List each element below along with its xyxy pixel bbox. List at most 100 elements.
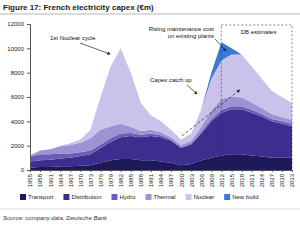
legend-swatch (145, 194, 151, 200)
x-tick: 2000 (179, 170, 185, 187)
legend-label: Thermal (153, 194, 175, 200)
y-tick-label: 0 (21, 167, 25, 173)
x-tick-mark (252, 170, 253, 172)
x-tick-label: 2006 (199, 173, 205, 187)
area-series (30, 42, 292, 155)
x-tick-mark (181, 170, 182, 172)
x-tick: 1958 (37, 170, 43, 187)
x-tick-mark (151, 170, 152, 172)
x-tick: 1994 (158, 170, 164, 187)
x-tick-label: 2033 (289, 173, 295, 187)
x-tick: 1982 (118, 170, 124, 187)
legend: TransportDistributionHydroThermalNuclear… (20, 194, 259, 200)
x-tick-mark (90, 170, 91, 172)
y-tick: 10000 (7, 46, 30, 52)
x-tick: 2009 (209, 170, 215, 187)
y-tick-mark (27, 121, 30, 122)
x-tick-mark (171, 170, 172, 172)
x-tick-label: 1991 (148, 173, 154, 187)
x-tick-label: 2030 (279, 173, 285, 187)
x-tick-label: 1973 (88, 173, 94, 187)
legend-swatch (63, 194, 69, 200)
x-tick: 1961 (48, 170, 54, 187)
x-tick-label: 1958 (37, 173, 43, 187)
x-tick-label: 2021 (249, 173, 255, 187)
x-tick-label: 2027 (269, 173, 275, 187)
x-tick-label: 2012 (219, 173, 225, 187)
legend-swatch (224, 194, 230, 200)
x-tick: 2018 (239, 170, 245, 187)
x-tick: 2021 (249, 170, 255, 187)
legend-swatch (186, 194, 192, 200)
x-tick: 1955 (27, 170, 33, 187)
x-tick: 1970 (78, 170, 84, 187)
x-tick: 2006 (199, 170, 205, 187)
x-tick: 1985 (128, 170, 134, 187)
x-tick: 1976 (98, 170, 104, 187)
y-tick-label: 4000 (11, 119, 25, 125)
x-tick: 1988 (138, 170, 144, 187)
title-rule (0, 14, 300, 15)
x-tick-mark (50, 170, 51, 172)
x-axis-line (31, 171, 293, 173)
x-tick-mark (80, 170, 81, 172)
annotation: Capex catch up (150, 77, 192, 83)
plot-area (30, 42, 292, 170)
x-tick: 1973 (88, 170, 94, 187)
x-tick-label: 1970 (78, 173, 84, 187)
legend-label: Hydro (119, 194, 136, 200)
x-tick-label: 2018 (239, 173, 245, 187)
x-tick-mark (131, 170, 132, 172)
x-tick-mark (161, 170, 162, 172)
source-rule (0, 209, 300, 210)
legend-swatch (111, 194, 117, 200)
x-tick-label: 2015 (229, 173, 235, 187)
y-tick-mark (27, 97, 30, 98)
x-tick-mark (141, 170, 142, 172)
x-tick: 2015 (229, 170, 235, 187)
legend-label: Distribution (71, 194, 101, 200)
y-tick: 2000 (11, 143, 30, 149)
y-tick-label: 8000 (11, 70, 25, 76)
x-tick: 1967 (68, 170, 74, 187)
x-tick-label: 2009 (209, 173, 215, 187)
y-tick-mark (27, 146, 30, 147)
x-tick-label: 2000 (179, 173, 185, 187)
annotation: Rising maintenance cost (149, 26, 215, 32)
area-series (30, 48, 292, 155)
y-tick: 4000 (11, 119, 30, 125)
x-tick-mark (40, 170, 41, 172)
x-tick-label: 1988 (138, 173, 144, 187)
x-tick-mark (121, 170, 122, 172)
x-tick-label: 1985 (128, 173, 134, 187)
x-tick-mark (191, 170, 192, 172)
chart: Figure 17: French electricity capex (€m)… (0, 0, 300, 232)
x-tick: 2012 (219, 170, 225, 187)
legend-label: Nuclear (194, 194, 215, 200)
x-tick: 2030 (279, 170, 285, 187)
x-tick-label: 1994 (158, 173, 164, 187)
y-tick-mark (27, 170, 30, 171)
legend-swatch (20, 194, 26, 200)
y-tick-label: 2000 (11, 143, 25, 149)
x-tick-label: 1964 (58, 173, 64, 187)
x-tick: 1964 (58, 170, 64, 187)
y-tick: 12000 (7, 21, 30, 27)
x-tick: 2003 (189, 170, 195, 187)
annotation-arrow (80, 43, 110, 54)
x-tick-label: 1955 (27, 173, 33, 187)
x-tick-mark (272, 170, 273, 172)
x-tick-mark (60, 170, 61, 172)
y-tick: 6000 (11, 94, 30, 100)
x-tick-mark (101, 170, 102, 172)
x-axis: 1955195819611964196719701973197619791982… (27, 170, 295, 187)
legend-label: New build (232, 194, 258, 200)
estimate-box (221, 25, 292, 170)
x-tick-label: 2024 (259, 173, 265, 187)
y-tick-label: 12000 (7, 21, 24, 27)
y-tick-mark (27, 24, 30, 25)
annotation-arrow (187, 85, 197, 94)
annotation: 1st Nuclear cycle (50, 35, 96, 41)
y-tick: 8000 (11, 70, 30, 76)
x-tick: 2027 (269, 170, 275, 187)
